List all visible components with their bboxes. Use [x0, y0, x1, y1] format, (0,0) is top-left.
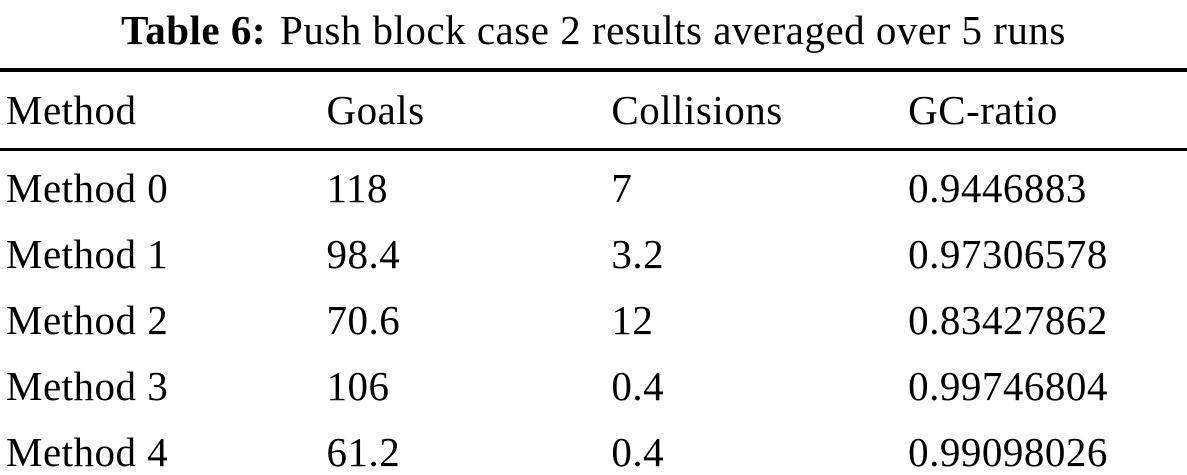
cell-method: Method 2 [6, 297, 169, 343]
table-row: Method 1 98.4 3.2 0.97306578 [0, 221, 1187, 287]
table-caption-label: Table 6: [121, 7, 267, 53]
cell-method: Method 0 [6, 165, 169, 211]
table-caption: Table 6: Push block case 2 results averag… [0, 0, 1187, 54]
results-table: Method Goals Collisions GC-ratio Method … [0, 68, 1187, 475]
cell-goals: 70.6 [326, 297, 401, 343]
cell-gc-ratio: 0.9446883 [908, 165, 1087, 211]
cell-collisions: 12 [611, 297, 654, 343]
cell-gc-ratio: 0.99746804 [908, 363, 1108, 409]
cell-collisions: 0.4 [611, 429, 665, 475]
cell-collisions: 3.2 [611, 231, 665, 277]
cell-method: Method 1 [6, 231, 169, 277]
table-row: Method 0 118 7 0.9446883 [0, 150, 1187, 222]
results-table-header: Method Goals Collisions GC-ratio [0, 70, 1187, 150]
results-table-body: Method 0 118 7 0.9446883 Method 1 98.4 3… [0, 150, 1187, 475]
cell-collisions: 7 [611, 165, 633, 211]
column-header-gc-ratio: GC-ratio [908, 87, 1058, 133]
cell-gc-ratio: 0.99098026 [908, 429, 1108, 475]
cell-gc-ratio: 0.97306578 [908, 231, 1108, 277]
column-header-method: Method [6, 87, 137, 133]
cell-goals: 98.4 [326, 231, 401, 277]
cell-method: Method 3 [6, 363, 169, 409]
header-row: Method Goals Collisions GC-ratio [0, 70, 1187, 150]
cell-gc-ratio: 0.83427862 [908, 297, 1108, 343]
column-header-goals: Goals [326, 87, 425, 133]
cell-goals: 106 [326, 363, 390, 409]
cell-collisions: 0.4 [611, 363, 665, 409]
column-header-collisions: Collisions [611, 87, 783, 133]
table-row: Method 2 70.6 12 0.83427862 [0, 287, 1187, 353]
table-caption-text: Push block case 2 results averaged over … [280, 7, 1066, 53]
cell-goals: 118 [326, 165, 388, 211]
cell-goals: 61.2 [326, 429, 401, 475]
cell-method: Method 4 [6, 429, 169, 475]
table-row: Method 4 61.2 0.4 0.99098026 [0, 419, 1187, 475]
table-row: Method 3 106 0.4 0.99746804 [0, 353, 1187, 419]
